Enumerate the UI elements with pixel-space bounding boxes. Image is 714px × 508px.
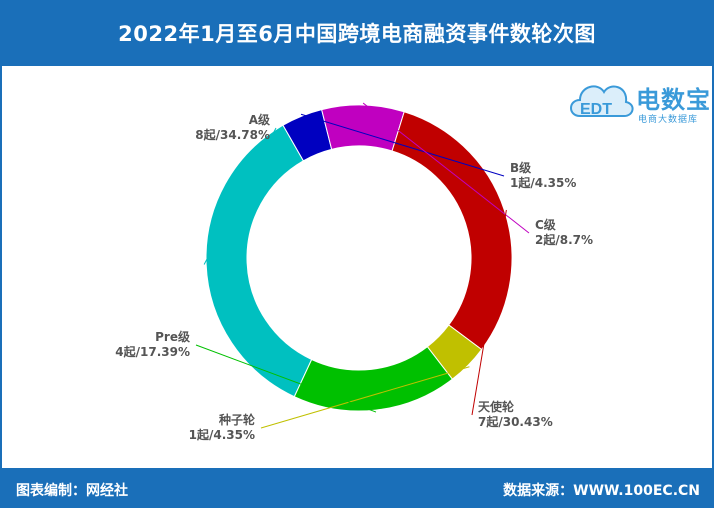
leader-line-5 (260, 366, 470, 429)
footer-editor: 图表编制：网经社 (16, 483, 128, 499)
slice-label-value-3: 2起/8.7% (535, 232, 593, 247)
logo-mark-text: EDT (580, 101, 612, 118)
slice-label-value-5: 1起/4.35% (189, 427, 255, 442)
footer-bar: 图表编制：网经社 数据来源：WWW.100EC.CN (0, 468, 714, 508)
leader-lines (195, 102, 530, 429)
slice-label-name-4: 天使轮 (478, 399, 515, 414)
leader-line-4 (471, 209, 507, 416)
slice-label-name-1: A级 (249, 112, 270, 127)
footer-source: 数据来源：WWW.100EC.CN (503, 483, 700, 499)
chart-title-bar: 2022年1月至6月中国跨境电商融资事件数轮次图 (0, 0, 714, 66)
slice-labels: A级8起/34.78%B级1起/4.35%C级2起/8.7%天使轮7起/30.4… (115, 112, 593, 442)
slice-label-name-3: C级 (535, 217, 556, 232)
cloud-logo-icon: EDT (570, 85, 634, 118)
logo-brand: 电数宝 (636, 86, 711, 114)
donut-slice-1 (205, 124, 313, 398)
leader-line-2 (300, 113, 505, 177)
leader-line-6 (195, 344, 377, 413)
slice-label-name-2: B级 (510, 160, 531, 175)
donut-slice-6 (293, 346, 454, 412)
slice-label-value-6: 4起/17.39% (115, 344, 190, 359)
slice-label-name-5: 种子轮 (218, 412, 256, 427)
donut-slice-3 (321, 104, 405, 152)
chart-title: 2022年1月至6月中国跨境电商融资事件数轮次图 (118, 22, 596, 46)
donut-chart: A级8起/34.78%B级1起/4.35%C级2起/8.7%天使轮7起/30.4… (115, 102, 593, 442)
slice-label-value-2: 1起/4.35% (510, 175, 576, 190)
slice-label-value-4: 7起/30.43% (478, 414, 553, 429)
slice-label-name-6: Pre级 (155, 329, 190, 344)
leader-line-3 (362, 102, 530, 234)
slice-label-value-1: 8起/34.78% (195, 127, 270, 142)
leader-line-1 (203, 127, 277, 265)
donut-slices (205, 104, 513, 412)
logo-subtitle: 电商大数据库 (638, 115, 699, 125)
edt-logo: EDT 电数宝 电商大数据库 (566, 72, 714, 128)
